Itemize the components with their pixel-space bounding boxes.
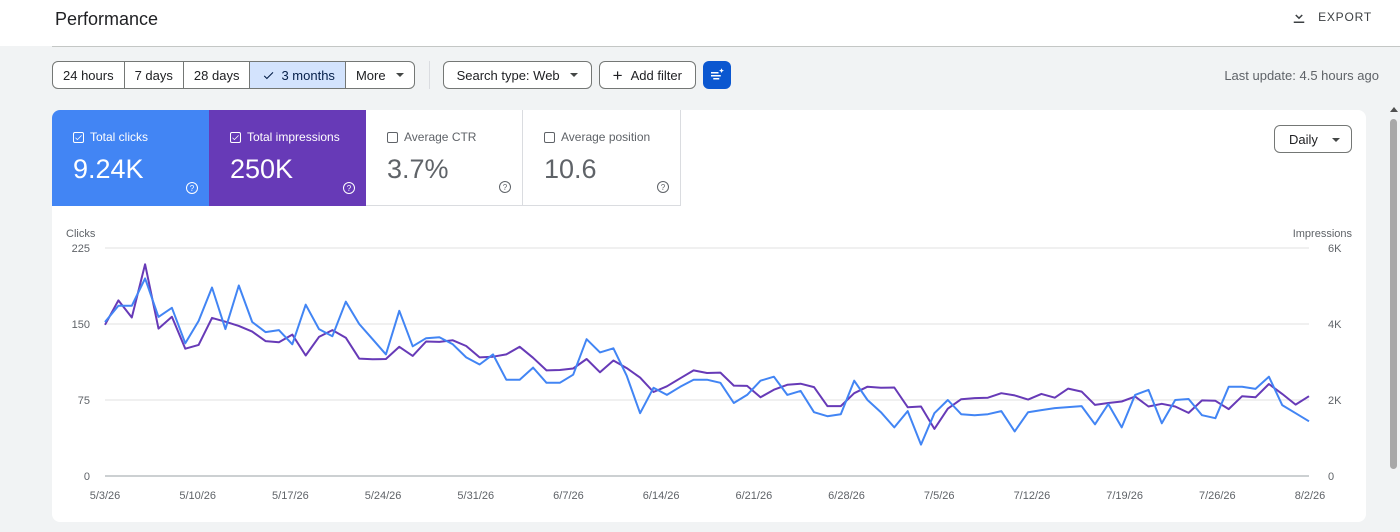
- metric-label: Total impressions: [247, 130, 340, 144]
- metric-label: Average CTR: [404, 130, 477, 144]
- range-label: More: [355, 67, 386, 83]
- metric-total-impressions[interactable]: Total impressions 250K ?: [209, 110, 366, 206]
- range-24-hours[interactable]: 24 hours: [53, 62, 125, 88]
- metric-value: 250K: [230, 154, 294, 184]
- metric-average-position[interactable]: Average position 10.6 ?: [523, 110, 681, 206]
- checkbox-checked-icon[interactable]: [230, 131, 241, 143]
- metric-value: 9.24K: [73, 154, 144, 184]
- x-tick-label: 7/5/26: [924, 490, 955, 502]
- range-3-months[interactable]: 3 months: [250, 62, 346, 88]
- chevron-down-icon: [395, 73, 404, 77]
- filter-settings-button[interactable]: [702, 61, 731, 89]
- metric-value: 10.6: [544, 154, 597, 184]
- y-left-tick-label: 75: [78, 395, 90, 407]
- checkbox-checked-icon[interactable]: [73, 131, 84, 143]
- x-tick-label: 8/2/26: [1295, 490, 1326, 502]
- y-left-tick-label: 150: [72, 319, 90, 331]
- x-tick-label: 5/3/26: [90, 490, 121, 502]
- x-tick-label: 6/14/26: [643, 490, 680, 502]
- search-type-dropdown[interactable]: Search type: Web: [442, 61, 592, 89]
- performance-chart-card: Total clicks 9.24K ? Total impressions 2…: [52, 110, 1366, 522]
- help-icon[interactable]: ?: [499, 181, 511, 193]
- add-filter-label: Add filter: [630, 67, 682, 83]
- granularity-label: Daily: [1289, 131, 1318, 147]
- page-title: Performance: [55, 9, 159, 29]
- checkbox-unchecked-icon[interactable]: [544, 131, 555, 143]
- y-right-tick-label: 6K: [1328, 243, 1342, 255]
- last-update-text: Last update: 4.5 hours ago: [1224, 68, 1379, 83]
- x-tick-label: 7/12/26: [1014, 490, 1051, 502]
- help-icon[interactable]: ?: [343, 182, 355, 194]
- scrollbar-thumb[interactable]: [1390, 119, 1397, 469]
- range-label: 24 hours: [63, 67, 114, 83]
- x-tick-label: 5/31/26: [457, 490, 494, 502]
- chevron-down-icon: [1332, 138, 1340, 142]
- header-divider: [52, 46, 1400, 47]
- range-7-days[interactable]: 7 days: [125, 62, 184, 88]
- download-icon: [1293, 9, 1305, 23]
- page-scrollbar[interactable]: [1387, 104, 1400, 532]
- x-tick-label: 6/21/26: [735, 490, 772, 502]
- series-line-clicks: [104, 277, 1310, 446]
- y-axis-right-label: Impressions: [1293, 228, 1353, 240]
- filter-sparkle-icon: [710, 68, 724, 80]
- series-line-impressions: [104, 263, 1310, 430]
- x-tick-label: 5/10/26: [179, 490, 216, 502]
- y-right-tick-label: 4K: [1328, 319, 1342, 331]
- y-right-tick-label: 2K: [1328, 395, 1342, 407]
- help-icon[interactable]: ?: [657, 181, 669, 193]
- y-left-tick-label: 0: [84, 471, 90, 483]
- page-header: Performance EXPORT: [0, 0, 1400, 47]
- x-tick-label: 7/26/26: [1199, 490, 1236, 502]
- plus-icon: +: [612, 65, 623, 85]
- x-tick-label: 5/24/26: [365, 490, 402, 502]
- toolbar-divider: [428, 61, 430, 89]
- range-label: 7 days: [134, 67, 173, 83]
- help-icon[interactable]: ?: [186, 182, 198, 194]
- filter-bar: 24 hours 7 days 28 days 3 months More Se…: [52, 61, 731, 89]
- x-tick-label: 6/28/26: [828, 490, 865, 502]
- chevron-down-icon: [569, 73, 578, 77]
- range-label: 3 months: [281, 67, 335, 83]
- checkbox-unchecked-icon[interactable]: [387, 131, 398, 143]
- range-28-days[interactable]: 28 days: [184, 62, 251, 88]
- y-right-tick-label: 0: [1328, 471, 1334, 483]
- metric-value: 3.7%: [387, 154, 449, 184]
- scroll-up-arrow-icon[interactable]: [1390, 107, 1398, 112]
- search-type-label: Search type: Web: [456, 67, 560, 83]
- metric-average-ctr[interactable]: Average CTR 3.7% ?: [366, 110, 523, 206]
- y-left-tick-label: 225: [72, 243, 90, 255]
- metric-label: Average position: [561, 130, 651, 144]
- export-label: EXPORT: [1318, 10, 1372, 24]
- check-icon: [264, 71, 274, 79]
- range-label: 28 days: [193, 67, 240, 83]
- add-filter-button[interactable]: + Add filter: [598, 61, 696, 89]
- export-button[interactable]: EXPORT: [1290, 8, 1372, 26]
- date-range-selector: 24 hours 7 days 28 days 3 months More: [52, 61, 415, 89]
- range-more-dropdown[interactable]: More: [346, 62, 414, 88]
- metric-label: Total clicks: [90, 130, 149, 144]
- x-tick-label: 7/19/26: [1106, 490, 1143, 502]
- y-axis-left-label: Clicks: [66, 228, 96, 240]
- metric-total-clicks[interactable]: Total clicks 9.24K ?: [52, 110, 209, 206]
- x-tick-label: 5/17/26: [272, 490, 309, 502]
- granularity-dropdown[interactable]: Daily: [1274, 125, 1352, 153]
- x-tick-label: 6/7/26: [553, 490, 584, 502]
